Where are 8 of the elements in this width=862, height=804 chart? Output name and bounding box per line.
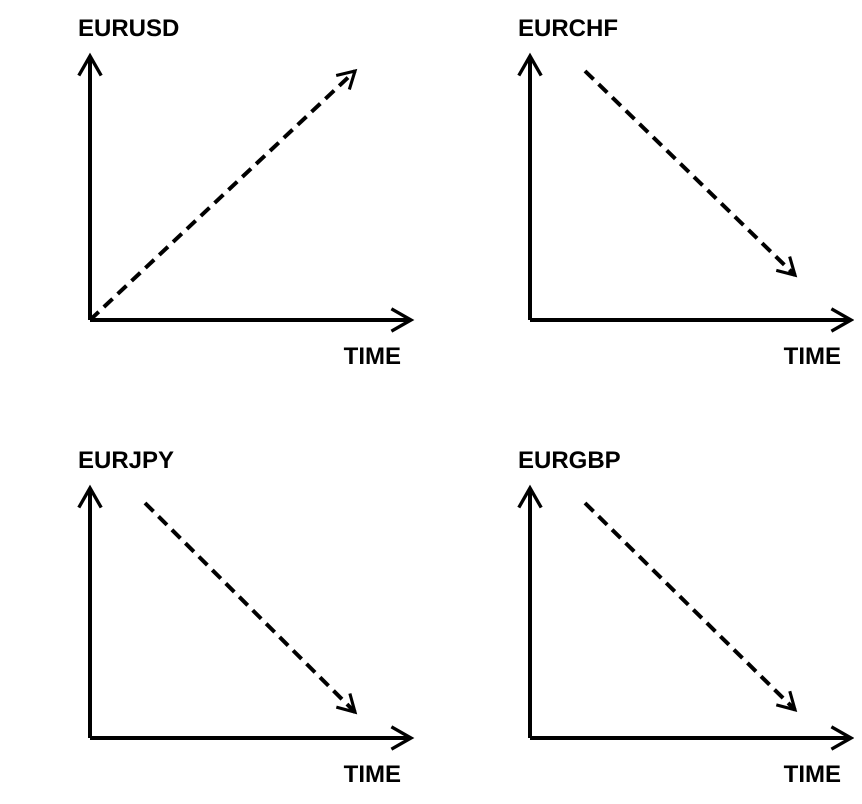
x-axis-title: TIME [344,761,401,788]
x-axis-title: TIME [344,343,401,370]
y-axis-title: EURCHF [518,15,618,42]
y-axis-title: EURGBP [518,447,621,474]
y-axis-title: EURUSD [78,15,180,42]
x-axis-title: TIME [784,343,841,370]
y-axis-title: EURJPY [78,447,174,474]
x-axis-title: TIME [784,761,841,788]
